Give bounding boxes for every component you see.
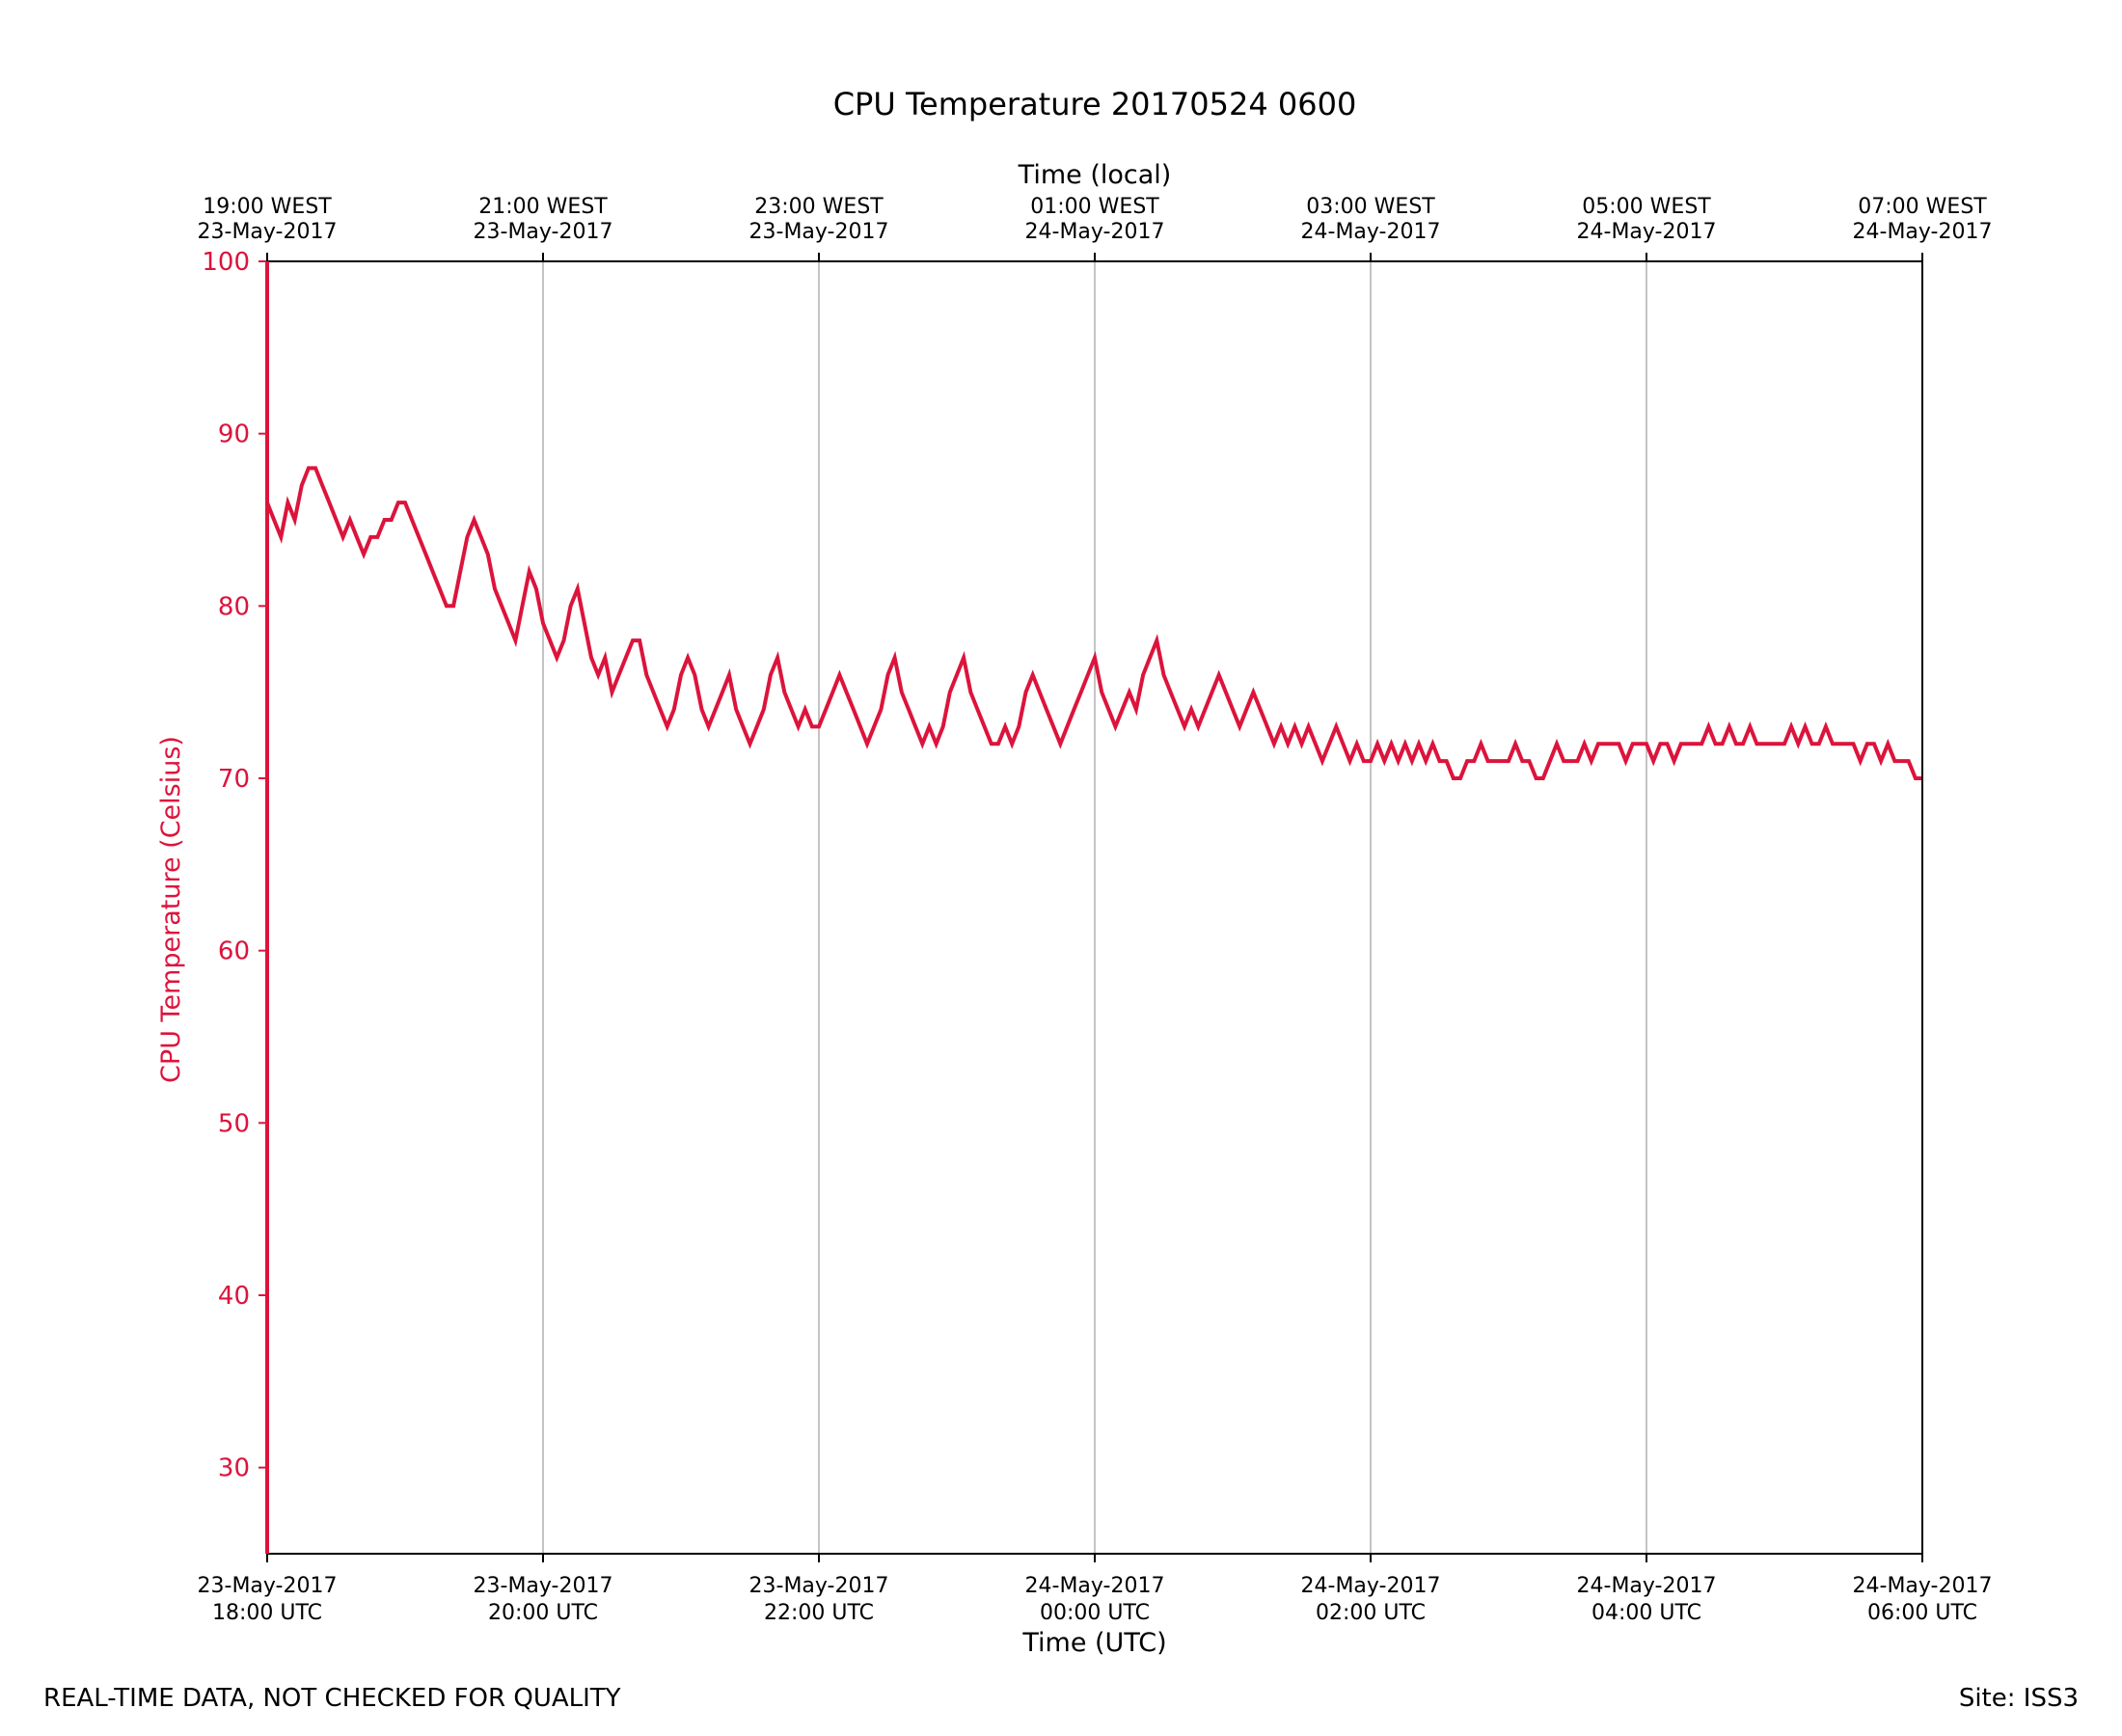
x2-tick-label-date: 24-May-2017 [1025,220,1165,244]
quality-disclaimer: REAL-TIME DATA, NOT CHECKED FOR QUALITY [43,1684,621,1713]
y-tick-label: 70 [218,765,250,794]
y-tick-label: 80 [218,592,250,621]
series-layer [265,261,1922,780]
y-axis-label: CPU Temperature (Celsius) [156,736,186,1083]
site-label: Site: ISS3 [1958,1684,2079,1713]
x2-tick-label-date: 24-May-2017 [1301,220,1441,244]
x-tick-label-date: 24-May-2017 [1577,1574,1717,1598]
x-tick-label-time: 18:00 UTC [212,1601,322,1625]
y-axis-ticks: 30 40 50 60 70 80 90 100 [202,248,267,1483]
x2-tick-label-date: 23-May-2017 [198,220,338,244]
x-tick-label-time: 02:00 UTC [1316,1601,1426,1625]
x-tick-label-time: 00:00 UTC [1040,1601,1150,1625]
vertical-gridlines [542,261,1647,1554]
x2-tick-label-date: 23-May-2017 [474,220,613,244]
x2-tick-label-date: 24-May-2017 [1577,220,1717,244]
y-tick-label: 90 [218,420,250,449]
x2-tick-label-date: 23-May-2017 [749,220,889,244]
x2-tick-label-time: 23:00 WEST [754,195,884,219]
y-tick-label: 40 [218,1282,250,1311]
y-tick-label: 100 [202,248,250,277]
chart-title: CPU Temperature 20170524 0600 [833,86,1357,122]
x-tick-label-time: 20:00 UTC [488,1601,598,1625]
x-tick-label-date: 24-May-2017 [1301,1574,1441,1598]
x-tick-label-date: 23-May-2017 [198,1574,338,1598]
bottom-axis-ticks: 23-May-2017 18:00 UTC 23-May-2017 20:00 UTC… [198,1554,1993,1625]
x-tick-label-date: 23-May-2017 [474,1574,613,1598]
y-tick-label: 60 [218,937,250,966]
x2-tick-label-time: 21:00 WEST [478,195,608,219]
top-axis-label: Time (local) [1018,160,1172,190]
x-tick-label-time: 06:00 UTC [1867,1601,1977,1625]
y-tick-label: 30 [218,1454,250,1483]
bottom-axis-label: Time (UTC) [1021,1628,1166,1658]
x-tick-label-time: 22:00 UTC [764,1601,874,1625]
x-tick-label-time: 04:00 UTC [1592,1601,1701,1625]
x2-tick-label-time: 05:00 WEST [1582,195,1711,219]
x2-tick-label-time: 19:00 WEST [203,195,332,219]
x-tick-label-date: 24-May-2017 [1853,1574,1993,1598]
x2-tick-label-time: 07:00 WEST [1858,195,1987,219]
temperature-series-line [265,261,1922,780]
x-tick-label-date: 24-May-2017 [1025,1574,1165,1598]
x2-tick-label-time: 03:00 WEST [1306,195,1435,219]
x2-tick-label-date: 24-May-2017 [1853,220,1993,244]
y-tick-label: 50 [218,1109,250,1138]
x-tick-label-date: 23-May-2017 [749,1574,889,1598]
x2-tick-label-time: 01:00 WEST [1030,195,1159,219]
